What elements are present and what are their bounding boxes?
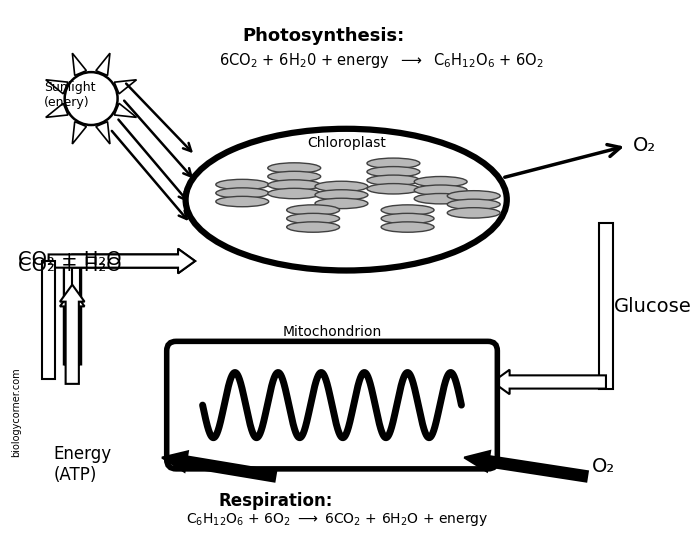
Text: biologycorner.com: biologycorner.com xyxy=(10,367,21,457)
Ellipse shape xyxy=(268,171,321,182)
Ellipse shape xyxy=(414,194,467,204)
Ellipse shape xyxy=(367,167,420,177)
Polygon shape xyxy=(60,290,85,365)
Ellipse shape xyxy=(216,196,269,206)
Polygon shape xyxy=(46,103,68,117)
Ellipse shape xyxy=(414,176,467,187)
Polygon shape xyxy=(599,223,612,388)
Ellipse shape xyxy=(315,198,368,209)
Text: Respiration:: Respiration: xyxy=(218,493,333,511)
Ellipse shape xyxy=(315,190,368,200)
Ellipse shape xyxy=(216,179,269,190)
Polygon shape xyxy=(464,451,588,482)
Text: Sunlight
(enery): Sunlight (enery) xyxy=(44,81,95,109)
Ellipse shape xyxy=(268,163,321,173)
Text: CO₂ + H₂O: CO₂ + H₂O xyxy=(18,256,122,275)
Ellipse shape xyxy=(287,222,340,232)
Ellipse shape xyxy=(367,158,420,169)
Polygon shape xyxy=(42,261,55,379)
Polygon shape xyxy=(114,80,136,94)
Ellipse shape xyxy=(367,184,420,194)
Text: 6CO$_2$ + 6H$_2$0 + energy  $\longrightarrow$  C$_6$H$_{12}$O$_6$ + 6O$_2$: 6CO$_2$ + 6H$_2$0 + energy $\longrightar… xyxy=(218,51,544,70)
Polygon shape xyxy=(72,53,86,75)
Ellipse shape xyxy=(381,205,434,215)
FancyBboxPatch shape xyxy=(167,341,497,469)
Ellipse shape xyxy=(367,175,420,185)
Polygon shape xyxy=(48,249,195,273)
Ellipse shape xyxy=(268,188,321,199)
Polygon shape xyxy=(162,451,276,482)
Polygon shape xyxy=(493,370,606,395)
Polygon shape xyxy=(46,80,68,94)
Polygon shape xyxy=(72,249,195,273)
Ellipse shape xyxy=(447,191,500,201)
Polygon shape xyxy=(72,122,86,144)
Ellipse shape xyxy=(381,222,434,232)
Ellipse shape xyxy=(216,188,269,198)
Polygon shape xyxy=(96,53,110,75)
Ellipse shape xyxy=(414,185,467,195)
Text: Chloroplast: Chloroplast xyxy=(307,136,386,150)
Ellipse shape xyxy=(447,208,500,218)
Text: C$_6$H$_{12}$O$_6$ + 6O$_2$ $\longrightarrow$ 6CO$_2$ + 6H$_2$O + energy: C$_6$H$_{12}$O$_6$ + 6O$_2$ $\longrighta… xyxy=(186,511,488,528)
Polygon shape xyxy=(114,103,136,117)
Ellipse shape xyxy=(447,199,500,210)
Ellipse shape xyxy=(287,205,340,215)
Text: Energy
(ATP): Energy (ATP) xyxy=(53,445,111,484)
Text: Photosynthesis:: Photosynthesis: xyxy=(242,27,405,45)
Text: Glucose: Glucose xyxy=(613,297,692,316)
Text: O₂: O₂ xyxy=(592,458,615,477)
Ellipse shape xyxy=(315,181,368,191)
Ellipse shape xyxy=(381,213,434,224)
Circle shape xyxy=(64,72,118,125)
Polygon shape xyxy=(96,122,110,144)
Polygon shape xyxy=(60,285,85,384)
Ellipse shape xyxy=(268,180,321,190)
Ellipse shape xyxy=(186,129,507,271)
Text: Mitochondrion: Mitochondrion xyxy=(282,325,382,339)
Text: CO₂ + H₂O: CO₂ + H₂O xyxy=(18,249,122,268)
Ellipse shape xyxy=(287,213,340,224)
Text: O₂: O₂ xyxy=(632,136,656,155)
